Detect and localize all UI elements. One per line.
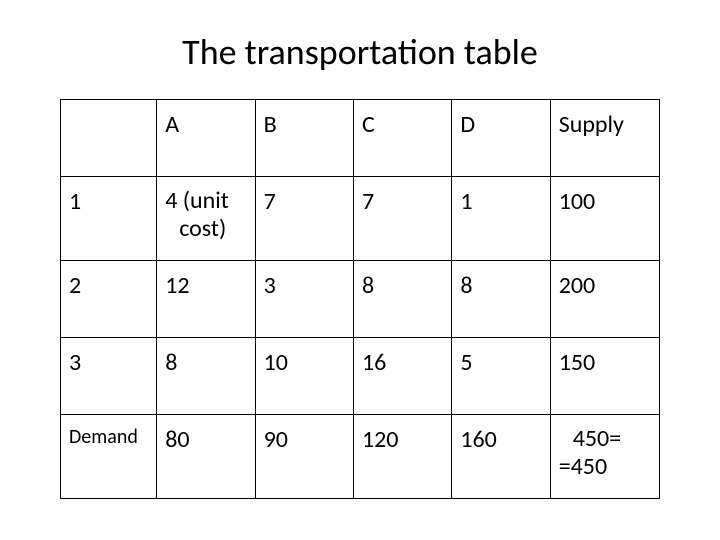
row2-label: 2 xyxy=(61,261,157,338)
table-row: 3 8 10 16 5 150 xyxy=(61,338,660,415)
cell-1-supply: 100 xyxy=(550,177,659,261)
cell-1b: 7 xyxy=(255,177,353,261)
total-line2: =450 xyxy=(559,453,651,481)
cell-2c: 8 xyxy=(353,261,451,338)
cell-3a: 8 xyxy=(157,338,255,415)
table-header-row: A B C D Supply xyxy=(61,100,660,177)
cell-2b: 3 xyxy=(255,261,353,338)
cell-1a-line1: 4 (unit xyxy=(165,187,246,215)
total-line1: 450= xyxy=(559,425,651,453)
page-title: The transportation table xyxy=(0,30,720,74)
cell-1c: 7 xyxy=(353,177,451,261)
header-c: C xyxy=(353,100,451,177)
cell-1d: 1 xyxy=(452,177,550,261)
table-demand-row: Demand 80 90 120 160 450= =450 xyxy=(61,415,660,499)
cell-3d: 5 xyxy=(452,338,550,415)
cell-demand-c: 120 xyxy=(353,415,451,499)
transportation-table-wrap: A B C D Supply 1 4 (unit cost) 7 7 1 100… xyxy=(60,99,660,499)
demand-label: Demand xyxy=(61,415,157,499)
cell-total: 450= =450 xyxy=(550,415,659,499)
cell-3c: 16 xyxy=(353,338,451,415)
cell-2-supply: 200 xyxy=(550,261,659,338)
cell-demand-d: 160 xyxy=(452,415,550,499)
header-b: B xyxy=(255,100,353,177)
row3-label: 3 xyxy=(61,338,157,415)
header-d: D xyxy=(452,100,550,177)
cell-2a: 12 xyxy=(157,261,255,338)
cell-1a: 4 (unit cost) xyxy=(157,177,255,261)
table-row: 2 12 3 8 8 200 xyxy=(61,261,660,338)
cell-2d: 8 xyxy=(452,261,550,338)
transportation-table: A B C D Supply 1 4 (unit cost) 7 7 1 100… xyxy=(60,99,660,499)
slide: The transportation table A B C D Supply … xyxy=(0,0,720,540)
header-a: A xyxy=(157,100,255,177)
cell-1a-line2: cost) xyxy=(165,215,246,243)
cell-demand-b: 90 xyxy=(255,415,353,499)
header-supply: Supply xyxy=(550,100,659,177)
cell-3-supply: 150 xyxy=(550,338,659,415)
cell-3b: 10 xyxy=(255,338,353,415)
cell-demand-a: 80 xyxy=(157,415,255,499)
row1-label: 1 xyxy=(61,177,157,261)
table-row: 1 4 (unit cost) 7 7 1 100 xyxy=(61,177,660,261)
header-blank xyxy=(61,100,157,177)
